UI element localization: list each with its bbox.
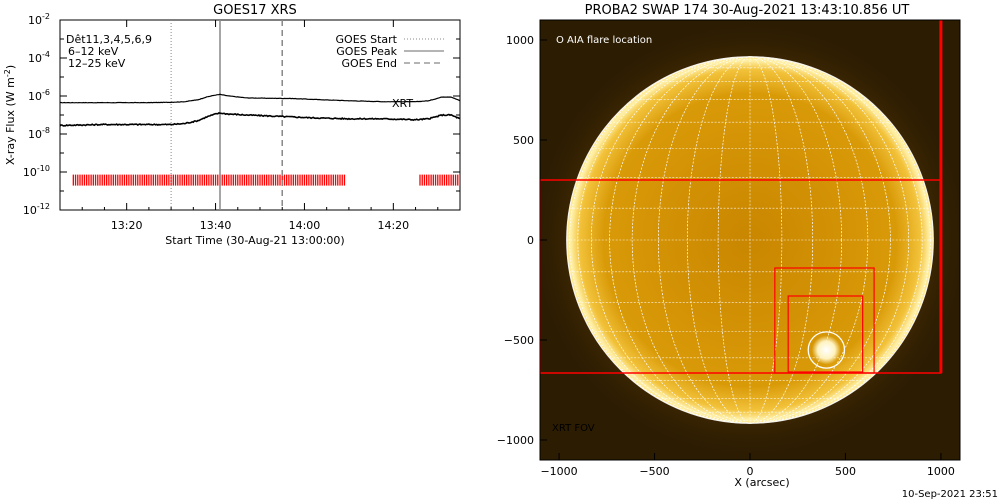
swap-y-tick-label: 1000 (506, 34, 534, 47)
goes-series-high-energy (60, 112, 460, 127)
goes-y-tick-label: 10-6 (28, 88, 50, 103)
swap-y-tick-label: 0 (527, 234, 534, 247)
swap-x-tick-label: −1000 (540, 465, 577, 478)
footer-timestamp: 10-Sep-2021 23:51 (902, 489, 998, 500)
goes-legend: GOES Start GOES Peak GOES End (336, 33, 444, 70)
goes-y-tick-label: 10-10 (23, 164, 50, 179)
goes-y-tick-label: 10-4 (28, 50, 50, 65)
swap-y-tick-label: −1000 (497, 434, 534, 447)
goes-x-tick-label: 14:00 (289, 219, 321, 232)
goes-x-tick-label: 13:40 (200, 219, 232, 232)
swap-x-tick-label: 500 (835, 465, 856, 478)
swap-x-axis: −1000 −500 0 500 1000 (540, 453, 955, 478)
swap-chart-title: PROBA2 SWAP 174 30-Aug-2021 13:43:10.856… (585, 3, 910, 18)
legend-goes-peak: GOES Peak (336, 45, 397, 58)
swap-x-tick-label: 0 (747, 465, 754, 478)
legend-goes-end: GOES End (341, 57, 397, 70)
solar-limb (566, 56, 934, 424)
swap-xlabel: X (arcsec) (734, 476, 789, 489)
xrt-label: XRT (392, 97, 413, 110)
swap-image-chart: PROBA2 SWAP 174 30-Aug-2021 13:43:10.856… (497, 3, 961, 489)
xrt-fov-label: XRT FOV (552, 423, 595, 434)
detectors-label: Dêt11,3,4,5,6,9 (66, 33, 152, 46)
xrt-fov-rect (774, 267, 875, 374)
goes-y-tick-label: 10-2 (28, 12, 50, 27)
goes-ylabel: X-ray Flux (W m-2) (3, 65, 17, 165)
goes-chart-title: GOES17 XRS (213, 3, 297, 18)
goes-xrs-chart: GOES17 XRS 10-2 10-4 10-6 10-8 10-10 10-12 13… (3, 3, 461, 247)
goes-y-tick-label: 10-12 (23, 202, 50, 217)
swap-x-tick-label: 1000 (927, 465, 955, 478)
swap-y-tick-label: −500 (504, 334, 534, 347)
swap-legend-text: O AIA flare location (556, 35, 652, 46)
swap-x-tick-label: −500 (639, 465, 669, 478)
goes-x-axis: 13:20 13:40 14:00 14:20 (81, 20, 461, 232)
goes-xlabel: Start Time (30-Aug-21 13:00:00) (165, 234, 344, 247)
legend-goes-start: GOES Start (336, 33, 398, 46)
goes-x-tick-label: 13:20 (111, 219, 143, 232)
goes-x-tick-label: 14:20 (377, 219, 409, 232)
goes-y-tick-label: 10-8 (28, 126, 50, 141)
swap-y-axis: −1000 −500 0 500 1000 (497, 34, 547, 447)
xrt-coverage-bars (72, 174, 460, 186)
band-high-label: 12–25 keV (68, 57, 126, 70)
goes-series-low-energy (60, 93, 460, 104)
swap-y-tick-label: 500 (513, 134, 534, 147)
heliographic-grid (566, 56, 934, 424)
longitude-line (569, 56, 931, 424)
flare-glow (811, 335, 841, 365)
band-low-label: 6–12 keV (68, 45, 119, 58)
xrt-fov-rect (787, 295, 864, 373)
aia-flare-marker (807, 331, 846, 369)
